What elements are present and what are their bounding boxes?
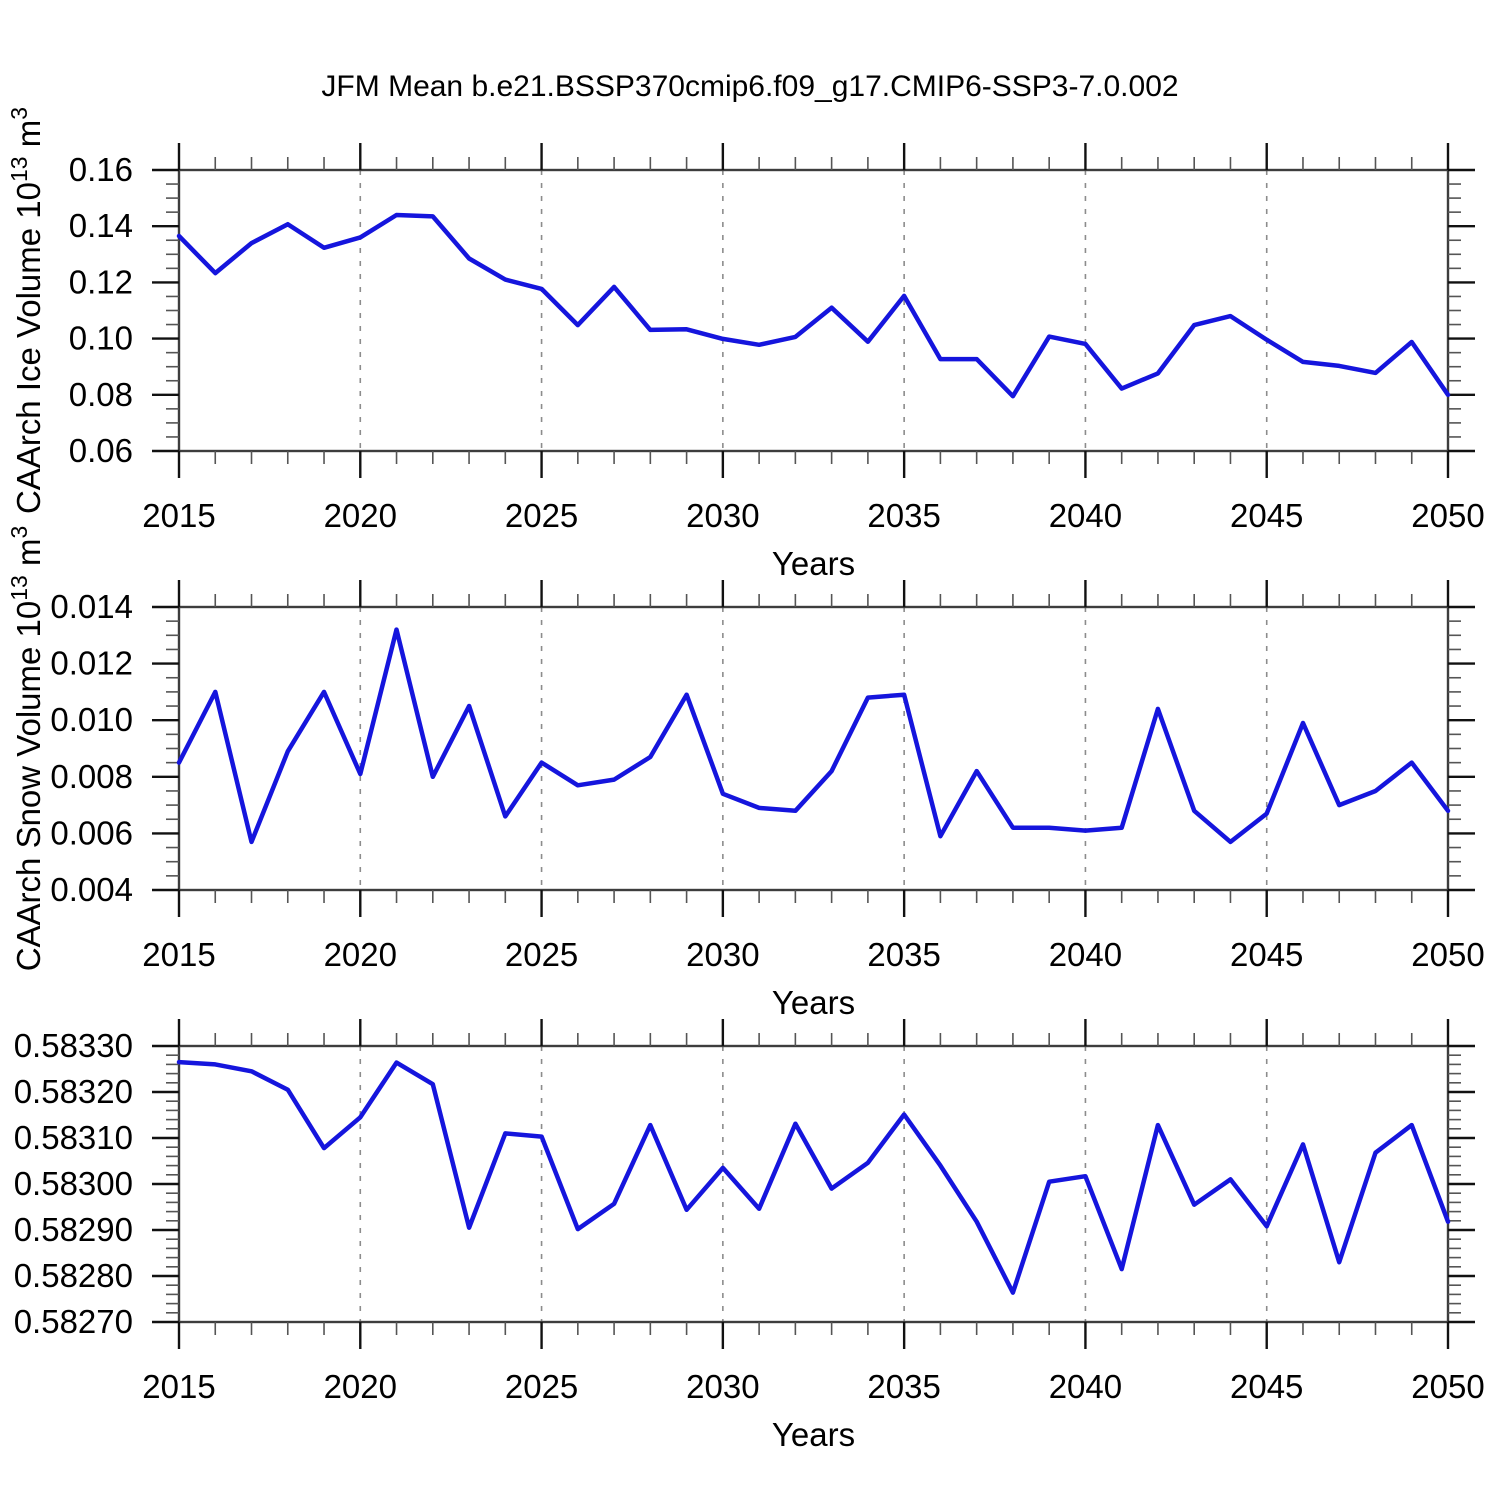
y-tick-label: 0.008: [50, 758, 133, 795]
x-tick-label: 2030: [686, 1368, 759, 1405]
x-tick-label: 2015: [142, 1368, 215, 1405]
y-tick-label: 0.58290: [14, 1211, 133, 1248]
data-line: [176, 627, 1451, 845]
x-tick-label: 2050: [1411, 1368, 1484, 1405]
y-tick-label: 0.58320: [14, 1073, 133, 1110]
x-axis-title: Years: [772, 1416, 855, 1453]
plot-frame: [177, 168, 1450, 453]
y-tick-label: 0.58330: [14, 1027, 133, 1064]
y-tick-label: 0.10: [69, 320, 133, 357]
y-tick-label: 0.014: [50, 588, 133, 625]
y-axis-title: CAArch Snow Volume 1013 m3: [6, 526, 47, 972]
x-tick-label: 2025: [505, 497, 578, 534]
x-tick-label: 2040: [1049, 936, 1122, 973]
x-tick-label: 2050: [1411, 936, 1484, 973]
y-tick-label: 0.010: [50, 701, 133, 738]
x-tick-label: 2020: [324, 936, 397, 973]
y-tick-label: 0.004: [50, 871, 133, 908]
x-tick-label: 2020: [324, 497, 397, 534]
y-tick-label: 0.08: [69, 376, 133, 413]
x-tick-label: 2035: [867, 497, 940, 534]
x-tick-label: 2040: [1049, 497, 1122, 534]
y-tick-label: 0.006: [50, 814, 133, 851]
x-tick-label: 2045: [1230, 1368, 1303, 1405]
x-tick-label: 2045: [1230, 497, 1303, 534]
x-tick-label: 2040: [1049, 1368, 1122, 1405]
y-tick-label: 0.06: [69, 432, 133, 469]
y-tick-label: 0.58270: [14, 1303, 133, 1340]
chart-title: JFM Mean b.e21.BSSP370cmip6.f09_g17.CMIP…: [321, 70, 1179, 103]
plot-frame: [177, 605, 1450, 892]
x-tick-label: 2015: [142, 936, 215, 973]
x-tick-label: 2020: [324, 1368, 397, 1405]
x-tick-label: 2035: [867, 936, 940, 973]
x-tick-label: 2025: [505, 1368, 578, 1405]
x-axis-title: Years: [772, 545, 855, 582]
data-line: [176, 212, 1451, 399]
y-tick-label: 0.58300: [14, 1165, 133, 1202]
x-tick-label: 2035: [867, 1368, 940, 1405]
x-tick-label: 2015: [142, 497, 215, 534]
y-tick-label: 0.58280: [14, 1257, 133, 1294]
y-tick-label: 0.12: [69, 263, 133, 300]
x-tick-label: 2025: [505, 936, 578, 973]
y-tick-label: 0.14: [69, 207, 133, 244]
x-tick-label: 2030: [686, 936, 759, 973]
y-tick-label: 0.16: [69, 151, 133, 188]
x-tick-label: 2045: [1230, 936, 1303, 973]
panel-ice-volume: 2015 2020 2025 2030 2035 2040 2045 2050 0.06 0.08…: [6, 107, 1485, 582]
panel-snow-volume: 2015 2020 2025 2030 2035 2040 2045 2050 0.004 0.0…: [6, 526, 1485, 1021]
data-line: [176, 1059, 1451, 1295]
plot-frame: [177, 1044, 1450, 1324]
x-axis-title: Years: [772, 984, 855, 1021]
x-tick-label: 2030: [686, 497, 759, 534]
y-tick-label: 0.58310: [14, 1119, 133, 1156]
x-tick-label: 2050: [1411, 497, 1484, 534]
panel-third-series: 2015 2020 2025 2030 2035 2040 2045 2050 0.58270 0…: [14, 1019, 1485, 1453]
y-axis-title: CAArch Ice Volume 1013 m3: [6, 107, 47, 514]
y-tick-label: 0.012: [50, 645, 133, 682]
